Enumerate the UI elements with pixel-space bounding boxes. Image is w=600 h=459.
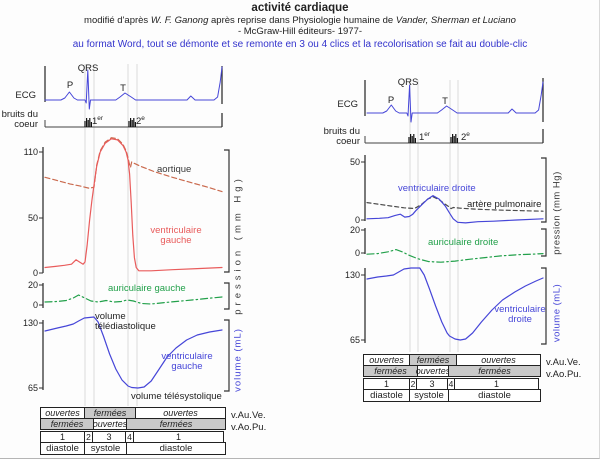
table-row-sigmoid-valves: fermées ouvertes fermées: [363, 365, 543, 377]
sig-closed-cell: fermées: [40, 418, 94, 430]
credit-mid: après reprise dans Physiologie humaine d…: [208, 15, 396, 26]
heart-sounds-label-right: bruits du coeur: [323, 126, 360, 147]
sigmoid-valves-side-label-left: v.Ao.Pu.: [231, 422, 267, 433]
lv-pressure-curve-label: ventriculaire gauche: [150, 225, 202, 246]
qrs-label-right: QRS: [397, 77, 419, 88]
volume-tick-130-right: 130: [344, 270, 360, 280]
atrial-tick-0-left: 0: [32, 300, 38, 310]
volume-tick-65-right: 65: [349, 335, 360, 345]
valve-table-right: ouvertes fermées ouvertes fermées ouvert…: [363, 354, 543, 402]
credit-line: modifié d'après W. F. Ganong après repri…: [0, 15, 599, 26]
credit-author1: W. F. Ganong: [150, 15, 209, 26]
p-wave-label-right: P: [387, 95, 395, 106]
volume-tick-65-left: 65: [27, 383, 38, 393]
rv-volume-curve-label: ventriculaire droite: [494, 304, 546, 325]
sig-closed-cell: fermées: [448, 365, 541, 377]
qrs-label-left: QRS: [77, 63, 99, 74]
diastole-cell: diastole: [363, 389, 410, 402]
heart-sounds-label-left: bruits du coeur: [1, 109, 38, 130]
sigmoid-valves-side-label-right: v.Ao.Pu.: [546, 369, 582, 380]
pressure-tick-0-left: 0: [32, 268, 38, 278]
sig-open-cell: ouvertes: [92, 418, 128, 430]
credit-pre: modifié d'après: [84, 15, 151, 26]
lv-volume-curve-label: ventriculaire gauche: [161, 351, 213, 372]
atrial-tick-0-right: 0: [354, 248, 360, 258]
volume-axis-label-left: volume (mL): [232, 328, 244, 392]
atrial-tick-20-right: 20: [349, 225, 360, 235]
second-sound-label-right: 2e: [461, 131, 470, 144]
t-wave-label-left: T: [120, 83, 126, 94]
av-valves-side-label-right: v.Au.Ve.: [546, 357, 581, 368]
pressure-axis-label-left: pression (mm Hg): [232, 175, 244, 315]
table-row-sigmoid-valves: fermées ouvertes fermées: [40, 418, 228, 430]
diastole-cell: diastole: [40, 442, 85, 455]
rv-pressure-curve-label: ventriculaire droite: [398, 183, 476, 194]
sig-open-cell: ouvertes: [415, 365, 451, 377]
pressure-tick-50-right: 50: [349, 157, 360, 167]
word-format-note: au format Word, tout se démonte et se re…: [72, 39, 528, 50]
credit-publisher: - McGraw-Hill éditeurs- 1977-: [237, 26, 363, 37]
diastole-cell: diastole: [126, 442, 226, 455]
valve-table-left: ouvertes fermées ouvertes fermées ouvert…: [40, 407, 228, 455]
ecg-label-right: ECG: [337, 99, 358, 110]
table-row-av-valves: ouvertes fermées ouvertes: [363, 354, 543, 366]
atrial-tick-20-left: 20: [27, 280, 38, 290]
pressure-tick-0-right: 0: [354, 215, 360, 225]
aortic-curve-label: aortique: [157, 164, 192, 175]
second-sound-label-left: 2e: [136, 115, 145, 128]
av-valves-side-label-left: v.Au.Ve.: [231, 410, 266, 421]
pressure-axis-label-right: pression (mm Hg): [551, 171, 563, 255]
table-row-cycle: diastole systole diastole: [363, 389, 543, 402]
page-title: activité cardiaque: [251, 2, 349, 14]
ra-pressure-curve-label: auriculaire droite: [428, 237, 499, 248]
table-row-cycle: diastole systole diastole: [40, 442, 228, 455]
sig-closed-cell: fermées: [126, 418, 226, 430]
end-diastolic-volume-label: volume télédiastolique: [95, 311, 156, 332]
pulmonary-artery-curve-label: artère pulmonaire: [467, 199, 542, 210]
p-wave-label-left: P: [66, 80, 74, 91]
t-wave-label-right: T: [442, 96, 448, 107]
pressure-tick-110-left: 110: [23, 147, 38, 157]
systole-cell: systole: [409, 389, 449, 402]
end-systolic-volume-label: volume télésystolique: [131, 391, 222, 402]
first-sound-label-left: 1er: [92, 115, 104, 128]
systole-cell: systole: [84, 442, 127, 455]
sig-closed-cell: fermées: [363, 365, 418, 377]
diastole-cell: diastole: [448, 389, 541, 402]
table-row-av-valves: ouvertes fermées ouvertes: [40, 407, 228, 419]
volume-tick-130-left: 130: [22, 318, 38, 328]
first-sound-label-right: 1er: [419, 131, 431, 144]
ecg-label-left: ECG: [15, 90, 36, 101]
pressure-tick-50-left: 50: [27, 213, 38, 223]
la-pressure-curve-label: auriculaire gauche: [108, 283, 186, 294]
volume-axis-label-right: volume (mL): [551, 283, 563, 343]
credit-authors2: Vander, Sherman et Luciano: [395, 15, 516, 26]
